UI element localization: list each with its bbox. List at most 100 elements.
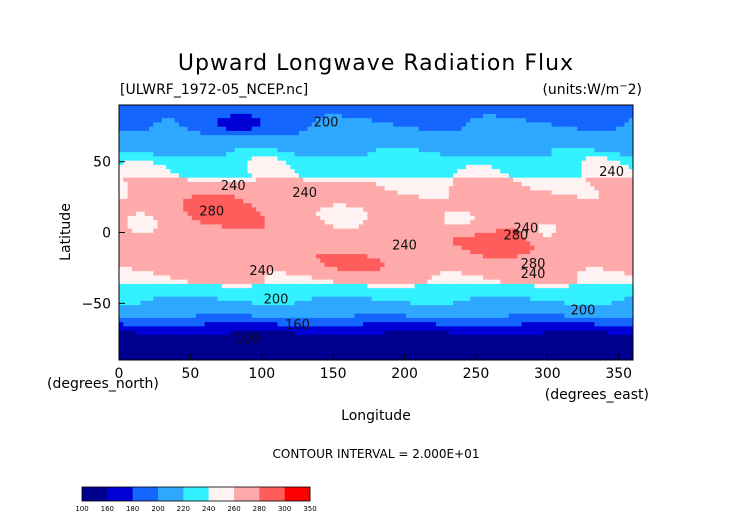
field-cell	[401, 181, 407, 187]
field-cell	[294, 105, 300, 110]
field-cell	[136, 292, 141, 297]
field-cell	[307, 181, 313, 187]
field-cell	[230, 245, 236, 250]
field-cell	[174, 355, 180, 360]
field-cell	[346, 207, 351, 212]
field-cell	[363, 317, 368, 323]
field-cell	[457, 185, 463, 191]
field-cell	[298, 330, 304, 335]
source-file-label: [ULWRF_1972-05_NCEP.nc]	[120, 82, 308, 98]
field-cell	[217, 130, 223, 136]
field-cell	[367, 219, 373, 225]
field-cell	[144, 224, 150, 229]
field-cell	[444, 198, 450, 204]
field-cell	[217, 177, 223, 182]
field-cell	[298, 245, 304, 250]
field-cell	[170, 173, 176, 178]
field-cell	[465, 334, 471, 340]
field-cell	[307, 351, 313, 357]
field-cell	[363, 249, 368, 255]
field-cell	[457, 258, 463, 263]
field-cell	[119, 228, 124, 233]
field-cell	[170, 287, 176, 293]
field-cell	[127, 309, 133, 314]
field-cell	[290, 224, 296, 229]
field-cell	[337, 241, 343, 246]
field-cell	[341, 105, 347, 110]
field-cell	[131, 122, 137, 127]
field-cell	[286, 236, 291, 242]
field-cell	[217, 198, 223, 204]
field-cell	[136, 241, 141, 246]
field-cell	[358, 300, 364, 306]
field-cell	[157, 326, 163, 331]
field-cell	[457, 143, 463, 148]
field-cell	[380, 211, 385, 216]
field-cell	[397, 304, 403, 310]
field-cell	[213, 241, 218, 246]
field-cell	[166, 241, 171, 246]
field-cell	[191, 292, 197, 297]
field-cell	[208, 177, 214, 182]
field-cell	[140, 130, 146, 136]
field-cell	[238, 326, 244, 331]
field-cell	[316, 253, 321, 259]
field-cell	[307, 219, 313, 225]
field-cell	[354, 228, 360, 233]
field-cell	[144, 194, 150, 199]
field-cell	[144, 147, 150, 153]
field-cell	[320, 139, 325, 144]
field-cell	[136, 262, 141, 267]
field-cell	[298, 321, 304, 327]
field-cell	[380, 338, 385, 344]
field-cell	[328, 190, 334, 195]
field-cell	[341, 283, 347, 289]
field-cell	[380, 279, 385, 284]
field-cell	[290, 156, 296, 161]
field-cell	[418, 287, 424, 293]
field-cell	[444, 228, 450, 233]
field-cell	[178, 147, 184, 153]
field-cell	[358, 181, 364, 187]
field-cell	[131, 211, 137, 216]
field-cell	[226, 198, 231, 204]
field-cell	[311, 232, 317, 238]
field-cell	[324, 181, 330, 187]
field-cell	[371, 130, 377, 136]
field-cell	[136, 300, 141, 306]
field-cell	[238, 258, 244, 263]
field-cell	[393, 139, 398, 144]
field-cell	[453, 113, 458, 119]
field-cell	[127, 211, 133, 216]
field-cell	[260, 113, 266, 119]
field-cell	[333, 105, 338, 110]
field-cell	[131, 151, 137, 157]
field-cell	[119, 215, 124, 221]
field-cell	[230, 343, 236, 348]
field-cell	[388, 113, 394, 119]
field-cell	[444, 270, 450, 276]
field-cell	[324, 194, 330, 199]
field-cell	[376, 266, 381, 272]
field-cell	[191, 258, 197, 263]
field-cell	[384, 275, 390, 280]
field-cell	[405, 173, 411, 178]
field-cell	[234, 224, 240, 229]
field-cell	[226, 241, 231, 246]
field-cell	[157, 147, 163, 153]
field-cell	[136, 198, 141, 204]
field-cell	[234, 245, 240, 250]
field-cell	[401, 249, 407, 255]
field-cell	[307, 105, 313, 110]
field-cell	[204, 232, 210, 238]
field-cell	[166, 134, 171, 140]
field-cell	[311, 351, 317, 357]
field-cell	[423, 113, 428, 119]
field-cell	[238, 130, 244, 136]
field-cell	[183, 185, 188, 191]
field-cell	[277, 334, 283, 340]
field-cell	[187, 224, 193, 229]
field-cell	[153, 270, 158, 276]
field-cell	[204, 113, 210, 119]
field-cell	[226, 164, 231, 170]
